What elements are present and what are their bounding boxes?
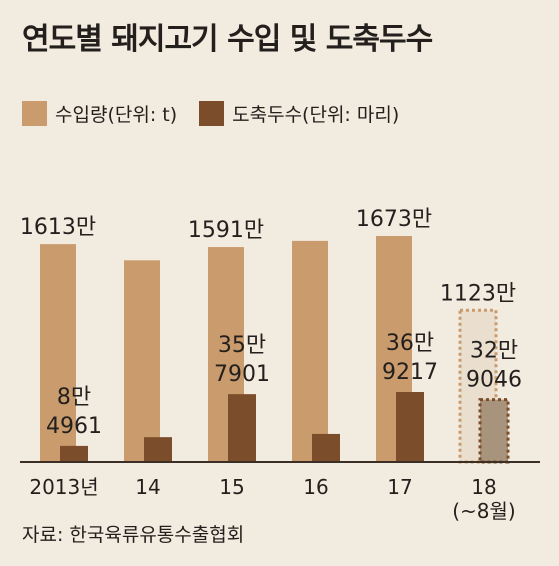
import-bar [292, 240, 328, 462]
slaughter-bar [478, 398, 510, 464]
slaughter-value-label: 35만 [218, 333, 266, 358]
x-tick-label: 2013년 [29, 475, 98, 499]
slaughter-bar [228, 394, 256, 462]
x-tick-label: (~8월) [452, 499, 516, 523]
slaughter-value-label: 9046 [466, 368, 522, 393]
legend-label-import: 수입량(단위: t) [55, 104, 178, 126]
x-tick-label: 18 [471, 475, 496, 499]
slaughter-bar [312, 433, 340, 462]
import-value-label: 1591만 [188, 218, 264, 243]
legend-item-slaughter: 도축두수(단위: 마리) [199, 100, 399, 127]
x-tick-label: 15 [219, 475, 244, 499]
slaughter-bar [396, 392, 424, 462]
slaughter-bar [60, 445, 88, 462]
slaughter-value-label: 4961 [46, 414, 102, 439]
slaughter-value-label: 32만 [470, 339, 518, 364]
slaughter-value-label: 9217 [382, 360, 438, 385]
import-value-label: 1613만 [20, 215, 96, 240]
chart-legend: 수입량(단위: t) 도축두수(단위: 마리) [22, 100, 421, 127]
legend-swatch-import [22, 101, 47, 126]
import-value-label: 1673만 [356, 207, 432, 232]
source-note: 자료: 한국육류유통수출협회 [22, 524, 245, 546]
legend-item-import: 수입량(단위: t) [22, 100, 177, 127]
slaughter-value-label: 36만 [386, 331, 434, 356]
import-value-label: 1123만 [440, 281, 516, 306]
slaughter-value-label: 7901 [214, 362, 270, 387]
slaughter-value-label: 8만 [57, 385, 91, 410]
chart-title: 연도별 돼지고기 수입 및 도축두수 [22, 22, 433, 57]
x-tick-label: 17 [387, 475, 412, 499]
import-bar [40, 244, 76, 462]
legend-swatch-slaughter [199, 101, 225, 126]
import-bar [124, 260, 160, 462]
x-tick-label: 16 [303, 475, 328, 499]
x-tick-label: 14 [135, 475, 160, 499]
slaughter-bar [144, 437, 172, 462]
legend-label-slaughter: 도축두수(단위: 마리) [232, 104, 400, 126]
